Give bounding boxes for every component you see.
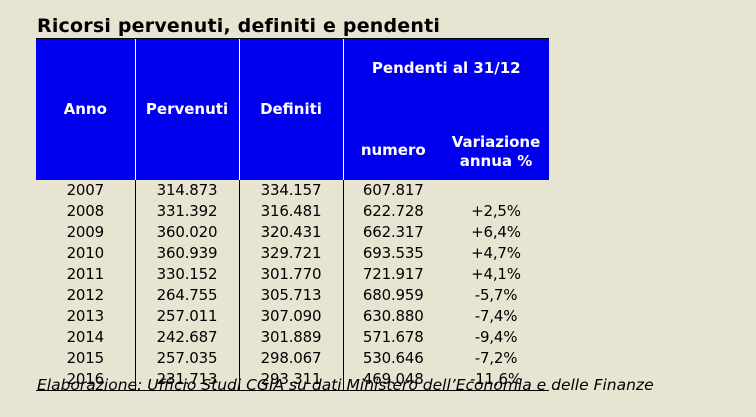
- header-definiti: Definiti: [239, 39, 344, 180]
- cell-anno: 2016: [36, 369, 136, 391]
- cell-anno: 2014: [36, 327, 136, 348]
- cell-numero: 469.048: [343, 369, 443, 391]
- cell-variazione: -7,4%: [474, 307, 518, 325]
- cell-anno: 2008: [36, 201, 136, 222]
- cell-numero: 571.678: [362, 328, 424, 346]
- cell-definiti: 320.431: [239, 222, 344, 243]
- cell-definiti: 301.889: [239, 327, 344, 348]
- cell-pervenuti: 314.873: [135, 180, 240, 201]
- table-row: 2012 264.755 305.713 680.959 -5,7%: [36, 285, 549, 306]
- header-variazione-line2: annua %: [459, 152, 533, 170]
- table-row: 2016 231.713 293.311 469.048 -11,6%: [36, 369, 549, 391]
- cell-variazione: +4,7%: [471, 244, 521, 262]
- cell-pervenuti: 231.713: [135, 369, 240, 391]
- header-anno: Anno: [36, 39, 136, 180]
- cell-pervenuti: 257.035: [135, 348, 240, 369]
- cell-numero: 662.317: [362, 223, 424, 241]
- cell-variazione: -5,7%: [474, 286, 518, 304]
- cell-definiti: 298.067: [239, 348, 344, 369]
- cell-variazione: +4,1%: [471, 265, 521, 283]
- cell-variazione: +6,4%: [471, 223, 521, 241]
- cell-pervenuti: 257.011: [135, 306, 240, 327]
- cell-pervenuti: 331.392: [135, 201, 240, 222]
- cell-variazione: -7,2%: [474, 349, 518, 367]
- cell-numero: 530.646: [362, 349, 424, 367]
- table-row: 2011 330.152 301.770 721.917 +4,1%: [36, 264, 549, 285]
- cell-anno: 2011: [36, 264, 136, 285]
- table-row: 2007 314.873 334.157 607.817: [36, 180, 549, 201]
- cell-numero: 607.817: [362, 181, 424, 199]
- data-table: Anno Pervenuti Definiti Pendenti al 31/1…: [36, 39, 549, 391]
- cell-numero: 721.917: [362, 265, 424, 283]
- cell-definiti: 293.311: [239, 369, 344, 391]
- header-pendenti: Pendenti al 31/12: [343, 39, 549, 97]
- cell-definiti: 329.721: [239, 243, 344, 264]
- cell-variazione: -11,6%: [443, 369, 549, 391]
- header-variazione: Variazione annua %: [443, 97, 549, 180]
- cell-numero: 630.880: [362, 307, 424, 325]
- cell-anno: 2013: [36, 306, 136, 327]
- cell-pervenuti: 242.687: [135, 327, 240, 348]
- cell-pervenuti: 330.152: [135, 264, 240, 285]
- cell-variazione: +2,5%: [471, 202, 521, 220]
- table-row: 2015 257.035 298.067 530.646 -7,2%: [36, 348, 549, 369]
- source-note: Elaborazione: Ufficio Studi CGIA su dati…: [37, 376, 654, 394]
- cell-anno: 2007: [36, 180, 136, 201]
- cell-definiti: 316.481: [239, 201, 344, 222]
- cell-numero: 622.728: [362, 202, 424, 220]
- cell-variazione: [443, 180, 549, 201]
- title-underline: [36, 38, 549, 39]
- cell-anno: 2010: [36, 243, 136, 264]
- cell-anno: 2012: [36, 285, 136, 306]
- cell-pervenuti: 360.939: [135, 243, 240, 264]
- cell-anno: 2009: [36, 222, 136, 243]
- table-row: 2009 360.020 320.431 662.317 +6,4%: [36, 222, 549, 243]
- cell-numero: 693.535: [362, 244, 424, 262]
- header-variazione-line1: Variazione: [451, 133, 541, 151]
- cell-definiti: 334.157: [239, 180, 344, 201]
- cell-numero: 680.959: [362, 286, 424, 304]
- header-pervenuti: Pervenuti: [135, 39, 240, 180]
- table-row: 2008 331.392 316.481 622.728 +2,5%: [36, 201, 549, 222]
- cell-variazione: -9,4%: [474, 328, 518, 346]
- table-title: Ricorsi pervenuti, definiti e pendenti: [37, 15, 441, 37]
- cell-anno: 2015: [36, 348, 136, 369]
- cell-pervenuti: 264.755: [135, 285, 240, 306]
- header-numero: numero: [343, 97, 443, 180]
- cell-definiti: 301.770: [239, 264, 344, 285]
- table-row: 2013 257.011 307.090 630.880 -7,4%: [36, 306, 549, 327]
- table-row: 2014 242.687 301.889 571.678 -9,4%: [36, 327, 549, 348]
- cell-definiti: 307.090: [239, 306, 344, 327]
- cell-pervenuti: 360.020: [135, 222, 240, 243]
- table-row: 2010 360.939 329.721 693.535 +4,7%: [36, 243, 549, 264]
- table-body: 2007 314.873 334.157 607.817 2008 331.392 316.…: [36, 180, 549, 391]
- cell-definiti: 305.713: [239, 285, 344, 306]
